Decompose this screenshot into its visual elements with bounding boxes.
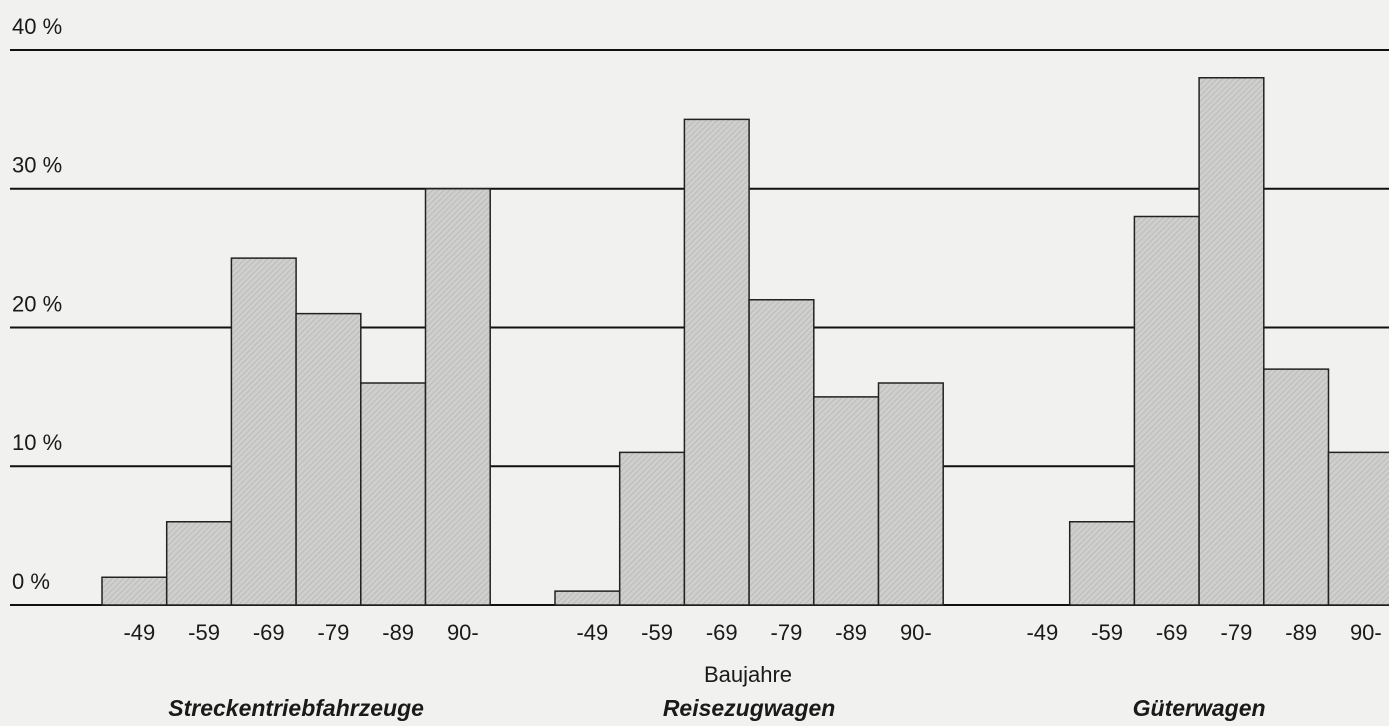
x-tick-label: -79 bbox=[318, 620, 350, 645]
bar bbox=[360, 382, 427, 606]
group-label: Reisezugwagen bbox=[663, 695, 836, 721]
x-tick-label: -89 bbox=[1285, 620, 1317, 645]
bar bbox=[813, 396, 880, 606]
bar bbox=[877, 382, 944, 606]
x-tick-label: -59 bbox=[188, 620, 220, 645]
bar bbox=[1263, 368, 1330, 606]
bar bbox=[683, 118, 750, 606]
x-tick-label: -59 bbox=[1091, 620, 1123, 645]
x-tick-label: -49 bbox=[576, 620, 608, 645]
bar bbox=[295, 312, 362, 606]
x-tick-label: -69 bbox=[253, 620, 285, 645]
y-tick-label: 30 % bbox=[12, 153, 62, 178]
x-tick-label: -89 bbox=[835, 620, 867, 645]
x-tick-label: -89 bbox=[382, 620, 414, 645]
bar bbox=[1198, 77, 1265, 606]
y-tick-label: 10 % bbox=[12, 430, 62, 455]
x-tick-label: 90- bbox=[447, 620, 479, 645]
x-tick-label: -79 bbox=[771, 620, 803, 645]
bar bbox=[230, 257, 297, 606]
x-tick-label: -59 bbox=[641, 620, 673, 645]
bar bbox=[618, 451, 686, 606]
group-label: Streckentriebfahrzeuge bbox=[168, 695, 424, 721]
bar bbox=[424, 188, 491, 606]
x-tick-label: -79 bbox=[1221, 620, 1253, 645]
bar bbox=[1327, 451, 1389, 606]
x-tick-label: 90- bbox=[900, 620, 932, 645]
bar bbox=[1068, 521, 1136, 606]
bar bbox=[748, 299, 815, 606]
x-axis-label: Baujahre bbox=[704, 662, 792, 687]
x-tick-label: -69 bbox=[1156, 620, 1188, 645]
y-tick-label: 20 % bbox=[12, 291, 62, 316]
x-tick-label: -49 bbox=[1026, 620, 1058, 645]
bar bbox=[101, 576, 168, 606]
bar bbox=[165, 521, 233, 606]
x-tick-label: 90- bbox=[1350, 620, 1382, 645]
y-tick-label: 40 % bbox=[12, 14, 62, 39]
y-tick-label: 0 % bbox=[12, 569, 50, 594]
x-tick-label: -49 bbox=[123, 620, 155, 645]
group-label: Güterwagen bbox=[1133, 695, 1266, 721]
bar bbox=[554, 590, 621, 606]
bar bbox=[1133, 215, 1200, 606]
x-tick-label: -69 bbox=[706, 620, 738, 645]
